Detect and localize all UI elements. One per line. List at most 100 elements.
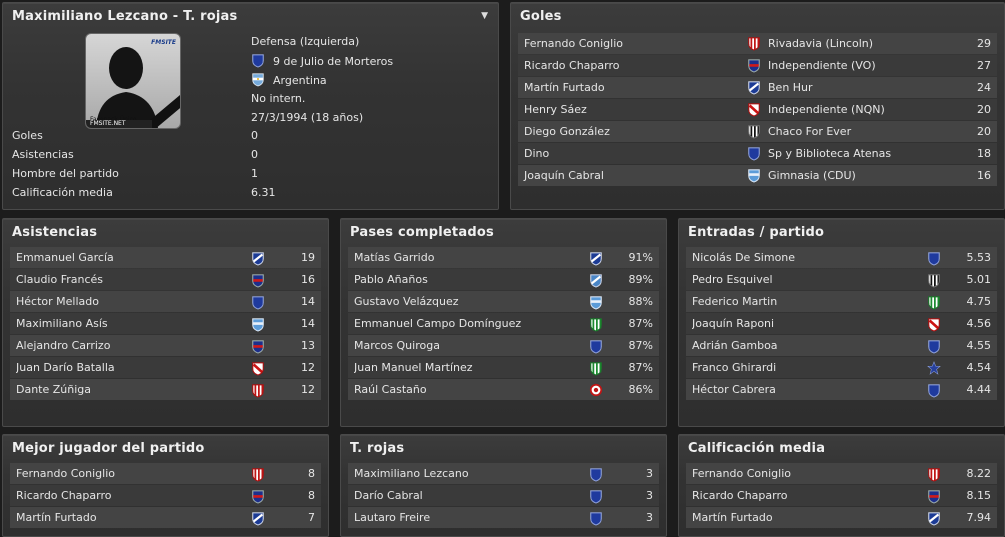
asistencias-row[interactable]: Maximiliano Asís 14	[10, 313, 321, 334]
player-name[interactable]: Fernando Coniglio	[16, 467, 115, 480]
player-name[interactable]: Diego González	[524, 125, 610, 138]
stat-value: 12	[301, 383, 315, 396]
player-name[interactable]: Dino	[524, 147, 550, 160]
club-name[interactable]: Independiente (NQN)	[768, 103, 885, 116]
entradas-row[interactable]: Franco Ghirardi 4.54	[686, 357, 997, 378]
rojas-row[interactable]: Maximiliano Lezcano 3	[348, 463, 659, 484]
club-name[interactable]: Ben Hur	[768, 81, 813, 94]
stat-value: 3	[646, 467, 653, 480]
player-name[interactable]: Ricardo Chaparro	[524, 59, 620, 72]
club-crest-icon	[247, 360, 269, 376]
player-name[interactable]: Pablo Añaños	[354, 273, 428, 286]
player-name[interactable]: Claudio Francés	[16, 273, 104, 286]
entradas-row[interactable]: Nicolás De Simone 5.53	[686, 247, 997, 268]
player-name[interactable]: Darío Cabral	[354, 489, 423, 502]
pases-row[interactable]: Gustavo Velázquez 88%	[348, 291, 659, 312]
entradas-row[interactable]: Héctor Cabrera 4.44	[686, 379, 997, 400]
club-crest-icon	[923, 466, 945, 482]
mejor-row[interactable]: Fernando Coniglio 8	[10, 463, 321, 484]
player-name[interactable]: Marcos Quiroga	[354, 339, 440, 352]
rojas-row[interactable]: Darío Cabral 3	[348, 485, 659, 506]
mejor-row[interactable]: Martín Furtado 7	[10, 507, 321, 528]
player-name[interactable]: Franco Ghirardi	[692, 361, 777, 374]
player-name[interactable]: Nicolás De Simone	[692, 251, 796, 264]
player-name[interactable]: Martín Furtado	[524, 81, 605, 94]
player-name[interactable]: Joaquín Cabral	[524, 169, 604, 182]
player-name[interactable]: Maximiliano Lezcano	[354, 467, 469, 480]
player-nation-line[interactable]: Argentina	[251, 71, 327, 90]
player-name[interactable]: Federico Martin	[692, 295, 778, 308]
entradas-row[interactable]: Joaquín Raponi 4.56	[686, 313, 997, 334]
club-name[interactable]: Gimnasia (CDU)	[768, 169, 856, 182]
goles-row[interactable]: Martín Furtado Ben Hur 24	[518, 77, 997, 98]
player-name[interactable]: Héctor Cabrera	[692, 383, 776, 396]
player-name[interactable]: Juan Manuel Martínez	[354, 361, 473, 374]
goles-row[interactable]: Joaquín Cabral Gimnasia (CDU) 16	[518, 165, 997, 186]
calificacion-panel: Calificación media Fernando Coniglio 8.22…	[678, 434, 1005, 537]
entradas-row[interactable]: Adrián Gamboa 4.55	[686, 335, 997, 356]
calificacion-row[interactable]: Ricardo Chaparro 8.15	[686, 485, 997, 506]
goles-row[interactable]: Dino Sp y Biblioteca Atenas 18	[518, 143, 997, 164]
club-name[interactable]: Rivadavia (Lincoln)	[768, 37, 874, 50]
dropdown-arrow-icon[interactable]: ▼	[481, 11, 488, 21]
player-name[interactable]: Alejandro Carrizo	[16, 339, 111, 352]
player-name[interactable]: Lautaro Freire	[354, 511, 431, 524]
player-name[interactable]: Matías Garrido	[354, 251, 435, 264]
player-name[interactable]: Fernando Coniglio	[692, 467, 791, 480]
entradas-row[interactable]: Pedro Esquivel 5.01	[686, 269, 997, 290]
player-name[interactable]: Ricardo Chaparro	[692, 489, 788, 502]
stat-value: 8	[308, 467, 315, 480]
goles-row[interactable]: Fernando Coniglio Rivadavia (Lincoln) 29	[518, 33, 997, 54]
goals-value: 29	[977, 37, 991, 50]
player-name[interactable]: Emmanuel Campo Domínguez	[354, 317, 522, 330]
goles-row[interactable]: Diego González Chaco For Ever 20	[518, 121, 997, 142]
player-name[interactable]: Dante Zúñiga	[16, 383, 92, 396]
entradas-title: Entradas / partido	[688, 225, 825, 240]
club-crest-icon	[585, 316, 607, 332]
calificacion-title: Calificación media	[688, 441, 826, 456]
pases-row[interactable]: Pablo Añaños 89%	[348, 269, 659, 290]
player-name[interactable]: Henry Sáez	[524, 103, 587, 116]
player-name[interactable]: Martín Furtado	[692, 511, 773, 524]
player-name[interactable]: Joaquín Raponi	[692, 317, 775, 330]
player-name[interactable]: Emmanuel García	[16, 251, 114, 264]
player-name[interactable]: Maximiliano Asís	[16, 317, 108, 330]
player-name[interactable]: Pedro Esquivel	[692, 273, 773, 286]
rojas-row[interactable]: Lautaro Freire 3	[348, 507, 659, 528]
player-name[interactable]: Adrián Gamboa	[692, 339, 778, 352]
asistencias-row[interactable]: Juan Darío Batalla 12	[10, 357, 321, 378]
calificacion-row[interactable]: Fernando Coniglio 8.22	[686, 463, 997, 484]
club-name[interactable]: Independiente (VO)	[768, 59, 876, 72]
asistencias-row[interactable]: Héctor Mellado 14	[10, 291, 321, 312]
player-name[interactable]: Gustavo Velázquez	[354, 295, 459, 308]
player-name[interactable]: Martín Furtado	[16, 511, 97, 524]
entradas-panel: Entradas / partido Nicolás De Simone 5.53…	[678, 218, 1005, 427]
mejor-row[interactable]: Ricardo Chaparro 8	[10, 485, 321, 506]
pases-row[interactable]: Emmanuel Campo Domínguez 87%	[348, 313, 659, 334]
asistencias-row[interactable]: Emmanuel García 19	[10, 247, 321, 268]
asistencias-row[interactable]: Claudio Francés 16	[10, 269, 321, 290]
entradas-row[interactable]: Federico Martin 4.75	[686, 291, 997, 312]
club-name[interactable]: Chaco For Ever	[768, 125, 852, 138]
goles-row[interactable]: Ricardo Chaparro Independiente (VO) 27	[518, 55, 997, 76]
pases-row[interactable]: Marcos Quiroga 87%	[348, 335, 659, 356]
club-crest-icon	[247, 338, 269, 354]
goles-row[interactable]: Henry Sáez Independiente (NQN) 20	[518, 99, 997, 120]
player-name[interactable]: Juan Darío Batalla	[16, 361, 115, 374]
asistencias-row[interactable]: Dante Zúñiga 12	[10, 379, 321, 400]
player-club-line[interactable]: 9 de Julio de Morteros	[251, 52, 393, 71]
asistencias-row[interactable]: Alejandro Carrizo 13	[10, 335, 321, 356]
player-name[interactable]: Ricardo Chaparro	[16, 489, 112, 502]
pases-row[interactable]: Matías Garrido 91%	[348, 247, 659, 268]
stat-value: 8.22	[966, 467, 992, 480]
calificacion-row[interactable]: Martín Furtado 7.94	[686, 507, 997, 528]
stat-value: 14	[301, 295, 315, 308]
player-name[interactable]: Raúl Castaño	[354, 383, 427, 396]
pases-row[interactable]: Raúl Castaño 86%	[348, 379, 659, 400]
club-crest-icon	[923, 316, 945, 332]
club-crest-icon	[923, 510, 945, 526]
club-name[interactable]: Sp y Biblioteca Atenas	[768, 147, 892, 160]
player-name[interactable]: Héctor Mellado	[16, 295, 99, 308]
player-name[interactable]: Fernando Coniglio	[524, 37, 623, 50]
pases-row[interactable]: Juan Manuel Martínez 87%	[348, 357, 659, 378]
